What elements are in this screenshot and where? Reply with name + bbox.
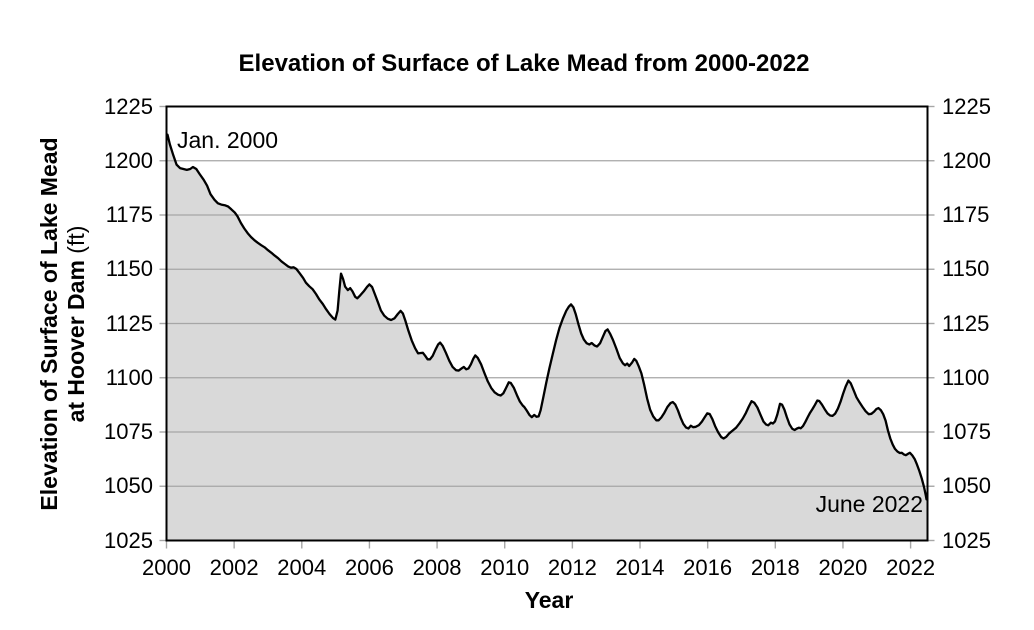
y-axis-title: Elevation of Surface of Lake Mead at Hoo… (36, 64, 92, 584)
x-tick-label-2008: 2008 (412, 555, 462, 580)
y-tick-label-right-1150: 1150 (942, 256, 990, 282)
y-axis-title-line2: at Hoover Dam (63, 260, 89, 423)
x-tick-label-2022: 2022 (886, 555, 936, 580)
y-tick-label-right-1100: 1100 (942, 364, 990, 390)
y-tick-label-left-1150: 1150 (105, 256, 153, 282)
y-tick-label-right-1225: 1225 (942, 93, 991, 119)
y-tick-label-left-1125: 1125 (105, 310, 153, 336)
x-tick-label-2016: 2016 (683, 555, 733, 580)
x-tick-label-2014: 2014 (615, 555, 665, 580)
elevation-line (166, 133, 928, 501)
y-tick-label-left-1175: 1175 (105, 202, 153, 227)
chart-title: Elevation of Surface of Lake Mead from 2… (238, 50, 810, 77)
y-tick-label-left-1200: 1200 (104, 147, 153, 173)
x-tick-label-2012: 2012 (547, 555, 597, 580)
x-tick-label-2010: 2010 (480, 555, 530, 580)
y-tick-label-left-1050: 1050 (104, 473, 153, 499)
y-tick-label-left-1100: 1100 (105, 364, 153, 390)
y-tick-label-left-1225: 1225 (104, 93, 153, 119)
y-tick-label-right-1200: 1200 (942, 147, 991, 173)
y-tick-label-right-1075: 1075 (942, 419, 991, 444)
y-tick-label-right-1025: 1025 (942, 527, 991, 553)
x-axis-title: Year (524, 587, 574, 613)
x-tick-label-2004: 2004 (277, 555, 327, 580)
x-tick-label-2020: 2020 (818, 555, 868, 580)
area-series (167, 134, 927, 540)
y-tick-label-right-1050: 1050 (942, 473, 991, 499)
plot-border (165, 105, 929, 542)
y-tick-label-left-1025: 1025 (104, 527, 153, 553)
y-tick-label-right-1175: 1175 (942, 202, 990, 227)
axis-ticks (159, 105, 935, 549)
y-axis-title-line1: Elevation of Surface of Lake Mead (36, 137, 62, 511)
x-tick-label-2006: 2006 (344, 555, 394, 580)
x-tick-label-2000: 2000 (142, 555, 191, 580)
annotation-jan-2000: Jan. 2000 (177, 127, 279, 153)
x-tick-label-2018: 2018 (750, 555, 800, 580)
x-tick-label-2002: 2002 (209, 555, 259, 580)
y-tick-label-right-1125: 1125 (942, 310, 990, 336)
y-axis-unit: (ft) (63, 225, 89, 261)
y-tick-label-left-1075: 1075 (104, 419, 153, 444)
annotation-june-2022: June 2022 (815, 491, 923, 517)
